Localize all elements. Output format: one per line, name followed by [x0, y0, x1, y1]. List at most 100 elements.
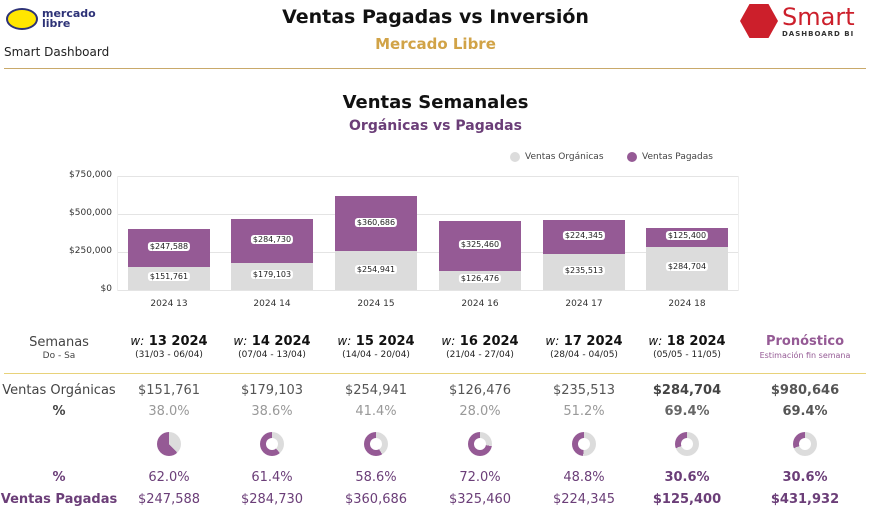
organic-value: $126,476: [448, 383, 512, 398]
header-divider: [4, 68, 866, 69]
page-subtitle: Mercado Libre: [375, 35, 496, 53]
bar-label-organic: $179,103: [250, 270, 294, 280]
semanas-label: Semanas: [29, 335, 89, 350]
pie-chart-icon: [793, 432, 817, 456]
paid-value: $360,686: [344, 492, 408, 507]
bar-label-paid: $224,345: [562, 231, 606, 241]
week-header: w: 16 2024: [441, 334, 518, 349]
week-header: w: 14 2024: [233, 334, 310, 349]
organic-value: $254,941: [344, 383, 408, 398]
paid-pct: 30.6%: [664, 470, 710, 485]
week-range: (31/03 - 06/04): [135, 350, 203, 360]
forecast-sub: Estimación fin semana: [759, 351, 851, 360]
donut-hole: [474, 438, 486, 450]
handshake-icon: [6, 8, 38, 30]
row-label-paid: Ventas Pagadas: [0, 492, 118, 507]
chart-subtitle: Orgánicas vs Pagadas: [349, 118, 522, 134]
x-tick-label: 2024 15: [357, 299, 395, 309]
legend-organic: Ventas Orgánicas: [510, 152, 604, 162]
smart-logo: Smart DASHBOARD BI: [740, 4, 855, 38]
row-label-org: Ventas Orgánicas: [2, 383, 116, 398]
gridline: [117, 176, 739, 177]
paid-value: $284,730: [240, 492, 304, 507]
legend-dot: [627, 152, 637, 162]
forecast-paid-pct: 30.6%: [782, 470, 828, 485]
week-prefix: w:: [130, 334, 145, 348]
week-range: (14/04 - 20/04): [342, 350, 410, 360]
x-tick-label: 2024 17: [565, 299, 603, 309]
pie-chart-icon: [157, 432, 181, 456]
bar-label-organic: $254,941: [354, 264, 398, 274]
gridline: [117, 252, 739, 253]
bar-label-organic: $235,513: [562, 266, 606, 276]
organic-pct: 69.4%: [664, 404, 710, 419]
paid-value: $224,345: [552, 492, 616, 507]
smart-hex-icon: [740, 4, 778, 38]
bar-label-paid: $325,460: [458, 240, 502, 250]
week-range: (28/04 - 04/05): [550, 350, 618, 360]
donut-hole: [266, 438, 278, 450]
paid-pct: 62.0%: [148, 470, 190, 485]
organic-pct: 38.6%: [251, 404, 293, 419]
organic-value: $151,761: [137, 383, 201, 398]
pie-chart-icon: [572, 432, 596, 456]
y-tick-label: $250,000: [69, 246, 112, 256]
bar-label-organic: $284,704: [665, 262, 709, 272]
bar-label-paid: $247,588: [147, 242, 191, 252]
bar-label-organic: $151,761: [147, 272, 191, 282]
pie-chart-icon: [364, 432, 388, 456]
week-number: 15 2024: [355, 334, 415, 349]
mercado-libre-logo: mercado libre: [6, 8, 96, 30]
paid-pct: 72.0%: [459, 470, 501, 485]
bar-label-paid: $125,400: [665, 231, 709, 241]
x-tick-label: 2024 13: [150, 299, 188, 309]
x-tick-label: 2024 18: [668, 299, 706, 309]
pie-chart-icon: [260, 432, 284, 456]
week-prefix: w:: [233, 334, 248, 348]
week-range: (21/04 - 27/04): [446, 350, 514, 360]
donut-hole: [681, 438, 693, 450]
paid-pct: 48.8%: [563, 470, 605, 485]
forecast-title: Pronóstico: [765, 334, 845, 349]
bar-label-organic: $126,476: [458, 274, 502, 284]
organic-pct: 28.0%: [459, 404, 501, 419]
row-label-pct-org: %: [52, 404, 66, 419]
donut-hole: [799, 438, 811, 450]
brand-label: Smart Dashboard: [4, 45, 110, 59]
x-tick-label: 2024 16: [461, 299, 499, 309]
x-tick-label: 2024 14: [253, 299, 291, 309]
organic-pct: 51.2%: [563, 404, 605, 419]
organic-pct: 38.0%: [148, 404, 190, 419]
bar-label-paid: $360,686: [354, 217, 398, 227]
paid-pct: 58.6%: [355, 470, 397, 485]
week-number: 17 2024: [563, 334, 623, 349]
organic-value: $235,513: [552, 383, 616, 398]
donut-hole: [578, 438, 590, 450]
week-prefix: w:: [545, 334, 560, 348]
semanas-sub: Do - Sa: [42, 351, 76, 361]
page-title: Ventas Pagadas vs Inversión: [282, 6, 589, 28]
gridline: [117, 290, 739, 291]
paid-value: $125,400: [652, 492, 722, 507]
donut-hole: [370, 438, 382, 450]
paid-value: $325,460: [448, 492, 512, 507]
week-number: 13 2024: [148, 334, 208, 349]
week-number: 18 2024: [666, 334, 726, 349]
week-header: w: 18 2024: [648, 334, 725, 349]
week-number: 16 2024: [459, 334, 519, 349]
forecast-organic: $980,646: [770, 383, 840, 398]
chart-title: Ventas Semanales: [342, 92, 529, 113]
table-divider: [4, 373, 866, 374]
week-prefix: w:: [648, 334, 663, 348]
week-header: w: 17 2024: [545, 334, 622, 349]
row-label-pct-paid: %: [52, 470, 66, 485]
bar-label-paid: $284,730: [250, 235, 294, 245]
forecast-organic-pct: 69.4%: [782, 404, 828, 419]
organic-value: $284,704: [652, 383, 722, 398]
week-header: w: 15 2024: [337, 334, 414, 349]
forecast-paid: $431,932: [770, 492, 840, 507]
organic-value: $179,103: [240, 383, 304, 398]
legend-paid: Ventas Pagadas: [627, 152, 713, 162]
week-range: (07/04 - 13/04): [238, 350, 306, 360]
y-tick-label: $0: [100, 284, 112, 294]
